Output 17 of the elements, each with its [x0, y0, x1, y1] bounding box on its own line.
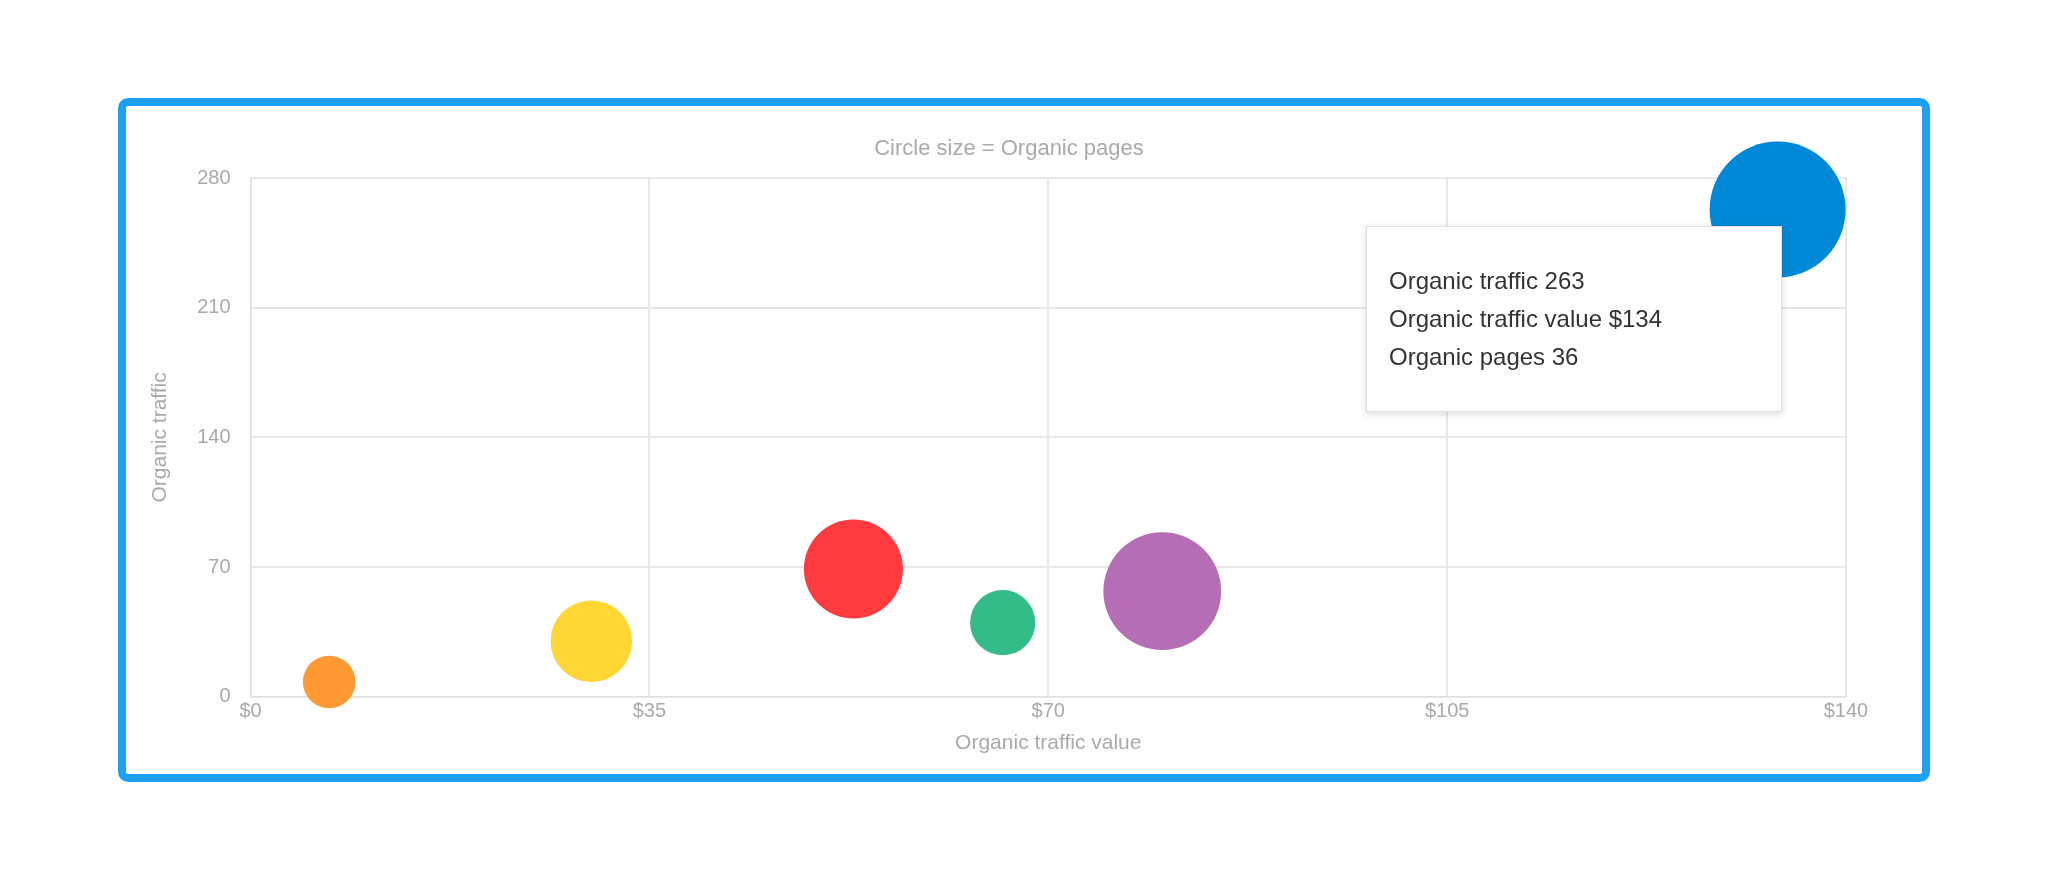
y-tick-label: 0 [219, 684, 231, 707]
chart-title: Circle size = Organic pages [874, 134, 1144, 160]
x-tick-label: $140 [1823, 699, 1869, 722]
x-tick-label: $0 [239, 699, 262, 722]
tooltip-card: Organic traffic 263 Organic traffic value $134 Organic pages 36 [1366, 226, 1782, 412]
x-tick-label: $105 [1424, 699, 1470, 722]
annotation: Organic traffic 263 [1389, 267, 1586, 295]
y-axis-title: Organic traffic [147, 372, 171, 503]
x-axis-title: Organic traffic value [955, 730, 1142, 754]
y-tick-label: 140 [197, 424, 231, 447]
y-tick-label: 70 [208, 554, 231, 577]
annotation: Organic traffic value $134 [1389, 305, 1664, 333]
x-tick-label: $70 [1031, 699, 1065, 722]
y-tick-label: 280 [197, 165, 231, 188]
annotation: Organic pages 36 [1389, 343, 1580, 371]
y-tick-label: 210 [197, 295, 231, 318]
x-tick-label: $35 [632, 699, 667, 722]
